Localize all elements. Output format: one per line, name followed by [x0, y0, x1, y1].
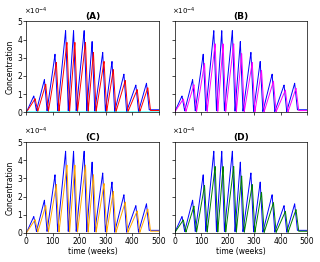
Title: (C): (C) [85, 133, 100, 142]
Text: $\times10^{-4}$: $\times10^{-4}$ [172, 126, 196, 138]
Title: (B): (B) [233, 12, 248, 21]
X-axis label: time (weeks): time (weeks) [216, 247, 266, 256]
Text: $\times10^{-4}$: $\times10^{-4}$ [172, 6, 196, 17]
Title: (A): (A) [85, 12, 100, 21]
X-axis label: time (weeks): time (weeks) [68, 247, 117, 256]
Text: $\times10^{-4}$: $\times10^{-4}$ [24, 6, 47, 17]
Y-axis label: Concentration: Concentration [5, 40, 14, 94]
Text: $\times10^{-4}$: $\times10^{-4}$ [24, 126, 47, 138]
Title: (D): (D) [233, 133, 249, 142]
Y-axis label: Concentration: Concentration [5, 160, 14, 215]
